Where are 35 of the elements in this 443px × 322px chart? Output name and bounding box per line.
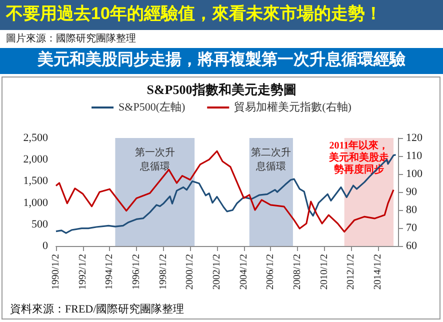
band-label: 第二次升息循環 — [251, 146, 292, 172]
x-tick-label: 2002/1/2 — [212, 254, 223, 290]
x-tick-label: 2006/1/2 — [265, 254, 276, 290]
x-tick-label: 2008/1/2 — [292, 254, 303, 290]
source-note: 資料來源：FRED/國際研究團隊整理 — [10, 302, 184, 316]
x-tick-label: 1998/1/2 — [158, 254, 169, 290]
y-tick-label: 2,500 — [23, 132, 48, 144]
x-tick-label: 1990/1/2 — [50, 254, 62, 290]
y-tick-label: 0 — [42, 240, 48, 252]
chart-subtitle: 美元和美股同步走揚，將再複製第一次升息循環經驗 — [36, 50, 406, 68]
y2-tick-label: 100 — [406, 168, 423, 180]
legend-label: S&P500(左軸) — [118, 100, 186, 114]
y2-tick-label: 90 — [406, 186, 418, 198]
x-tick-label: 2000/1/2 — [184, 254, 196, 290]
y2-tick-label: 110 — [406, 150, 423, 162]
band-label: 第一次升息循環 — [134, 146, 175, 172]
x-tick-label: 1992/1/2 — [77, 254, 88, 290]
legend-label: 貿易加權美元指數(右軸) — [234, 100, 352, 114]
x-tick-label: 2014/1/2 — [372, 254, 384, 290]
chart-title: 不要用過去10年的經驗值，來看未來市場的走勢！ — [5, 4, 382, 23]
x-tick-label: 2010/1/2 — [318, 254, 330, 290]
y-tick-label: 1,500 — [23, 175, 48, 188]
y2-tick-label: 60 — [406, 240, 418, 252]
y2-tick-label: 120 — [406, 132, 423, 144]
text: S&P500指數和美元走勢圖 — [146, 82, 296, 97]
y2-tick-label: 70 — [406, 222, 418, 234]
x-tick-label: 1996/1/2 — [131, 254, 142, 290]
y-tick-label: 500 — [32, 218, 48, 230]
x-tick-label: 2004/1/2 — [238, 254, 250, 290]
y-tick-label: 1,000 — [23, 196, 48, 209]
y-tick-label: 2,000 — [23, 154, 48, 166]
text: 圖片來源：國際研究團隊整理 — [6, 32, 136, 44]
x-tick-label: 1994/1/2 — [104, 254, 116, 290]
x-tick-label: 2012/1/2 — [346, 254, 357, 290]
y2-tick-label: 80 — [406, 204, 418, 216]
